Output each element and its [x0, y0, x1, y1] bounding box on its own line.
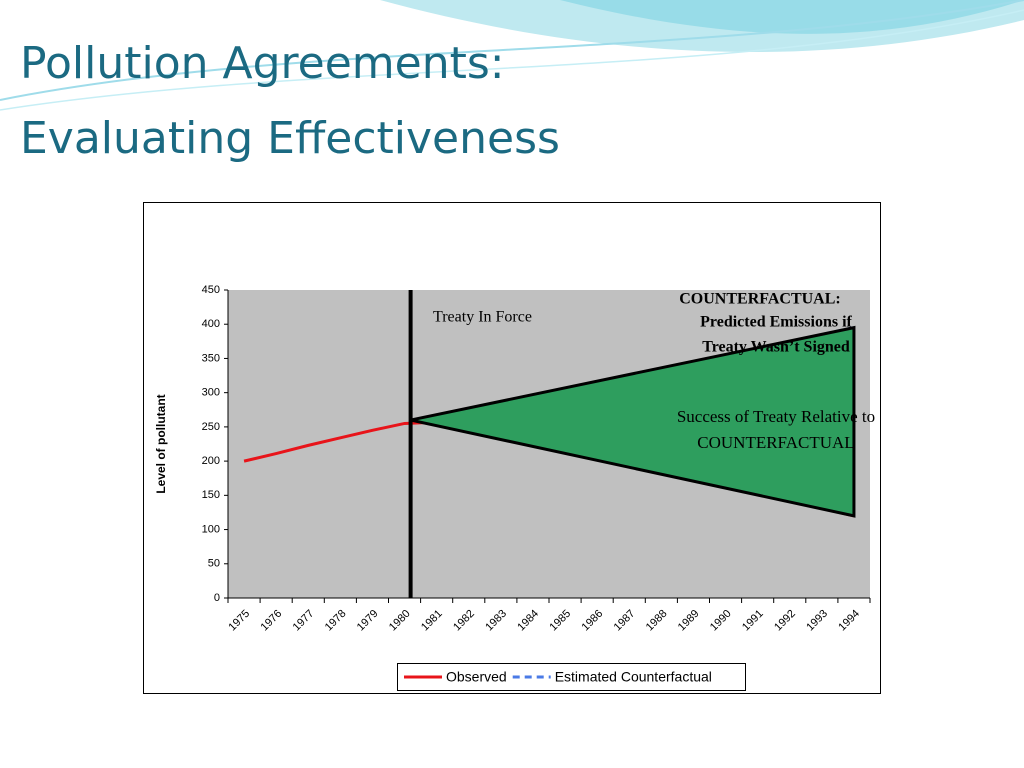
y-tick-label: 100 [202, 523, 220, 535]
slide-title: Evaluating Effectiveness [20, 113, 560, 164]
decor-line [0, 0, 1024, 101]
y-tick-label: 450 [202, 284, 220, 296]
decor-line [0, 9, 1024, 111]
legend-box [397, 663, 746, 691]
annotation: Predicted Emissions if [700, 314, 852, 331]
annotation: COUNTERFACTUAL [697, 433, 854, 452]
slide-title: Pollution Agreements: [20, 38, 505, 89]
y-tick-label: 250 [202, 421, 220, 433]
annotation: Treaty Wasn’t Signed [702, 339, 850, 356]
legend-label: Observed [446, 669, 507, 685]
y-tick-label: 150 [202, 489, 220, 501]
decor-swoosh [560, 0, 1024, 34]
y-tick-label: 200 [202, 455, 220, 467]
y-tick-label: 0 [214, 592, 220, 604]
y-tick-label: 50 [208, 558, 220, 570]
annotation: Success of Treaty Relative to [677, 407, 875, 426]
annotation: Treaty In Force [433, 309, 532, 326]
y-tick-label: 400 [202, 318, 220, 330]
legend-label: Estimated Counterfactual [555, 669, 712, 685]
annotation: COUNTERFACTUAL: [679, 291, 840, 308]
y-axis-label: Level of pollutant [154, 394, 168, 493]
y-tick-label: 350 [202, 352, 220, 364]
y-tick-label: 300 [202, 387, 220, 399]
success-area [410, 325, 856, 518]
